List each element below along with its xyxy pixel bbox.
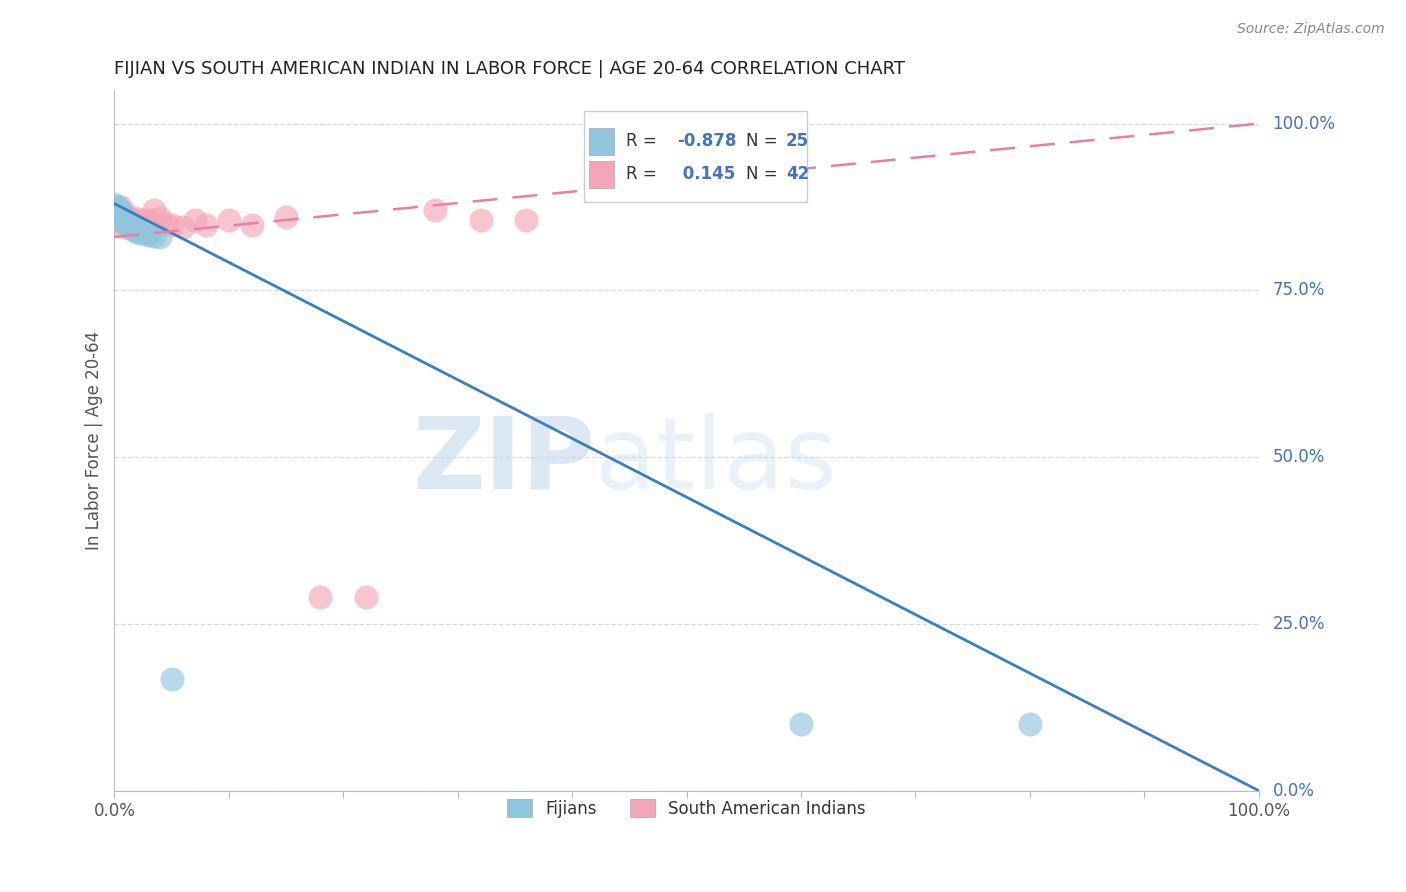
Point [114,213,136,227]
Point [120,218,142,232]
Point [132,223,155,237]
Text: 42: 42 [786,165,810,184]
Point [515,213,537,227]
Point [117,217,139,231]
Point [105,203,128,218]
Point [121,223,143,237]
Point [124,211,146,226]
Text: N =: N = [747,132,778,151]
Point [115,213,138,227]
Point [218,213,240,227]
Text: 0.145: 0.145 [678,165,735,184]
Point [309,590,332,604]
Point [183,213,205,227]
Point [108,213,131,227]
Point [104,213,127,227]
Point [149,211,172,226]
Point [143,228,166,243]
Text: R =: R = [626,165,657,184]
Point [470,213,492,227]
Point [111,207,134,221]
Point [118,219,141,234]
Point [114,213,136,227]
Point [149,230,172,244]
Point [103,203,125,218]
Point [1018,717,1040,731]
Y-axis label: In Labor Force | Age 20-64: In Labor Force | Age 20-64 [86,331,103,550]
Point [274,210,297,224]
Point [118,219,141,234]
Text: N =: N = [747,165,778,184]
Point [122,219,145,234]
Point [112,217,135,231]
Point [110,213,132,227]
Text: ZIP: ZIP [412,413,595,510]
Point [138,227,160,242]
Point [121,213,143,227]
Point [111,211,134,226]
Point [127,225,149,239]
Point [112,210,135,224]
Point [423,203,446,218]
Point [115,209,138,223]
Text: 0.0%: 0.0% [1272,781,1315,799]
FancyBboxPatch shape [589,161,614,187]
Point [354,590,377,604]
Point [107,200,129,214]
Point [115,211,138,226]
Point [135,227,157,241]
Point [172,219,194,234]
Point [128,226,150,240]
Point [160,218,183,232]
Point [117,217,139,231]
Text: 75.0%: 75.0% [1272,281,1324,300]
Point [128,218,150,232]
Point [127,215,149,229]
Text: 25.0%: 25.0% [1272,615,1324,632]
Point [111,209,134,223]
Point [160,672,183,686]
Text: FIJIAN VS SOUTH AMERICAN INDIAN IN LABOR FORCE | AGE 20-64 CORRELATION CHART: FIJIAN VS SOUTH AMERICAN INDIAN IN LABOR… [114,60,905,78]
Point [194,218,217,232]
Point [121,218,143,232]
Point [121,218,143,232]
Text: atlas: atlas [595,413,837,510]
Text: R =: R = [626,132,657,151]
Point [790,717,813,731]
Point [240,218,263,232]
Text: 25: 25 [786,132,810,151]
Point [108,210,131,224]
Point [155,217,177,231]
Point [110,200,132,214]
Text: Source: ZipAtlas.com: Source: ZipAtlas.com [1237,22,1385,37]
FancyBboxPatch shape [589,128,614,154]
Point [132,213,155,227]
Point [108,203,131,218]
Point [105,200,128,214]
Point [107,203,129,218]
Point [138,213,160,227]
Text: 100.0%: 100.0% [1272,114,1336,133]
Text: -0.878: -0.878 [678,132,737,151]
Text: 50.0%: 50.0% [1272,448,1324,467]
Point [112,219,135,234]
Point [143,203,166,218]
Point [110,207,132,221]
Point [124,222,146,236]
Legend: Fijians, South American Indians: Fijians, South American Indians [501,793,873,824]
Point [135,217,157,231]
Point [103,196,125,211]
FancyBboxPatch shape [583,112,807,202]
Point [108,203,131,218]
